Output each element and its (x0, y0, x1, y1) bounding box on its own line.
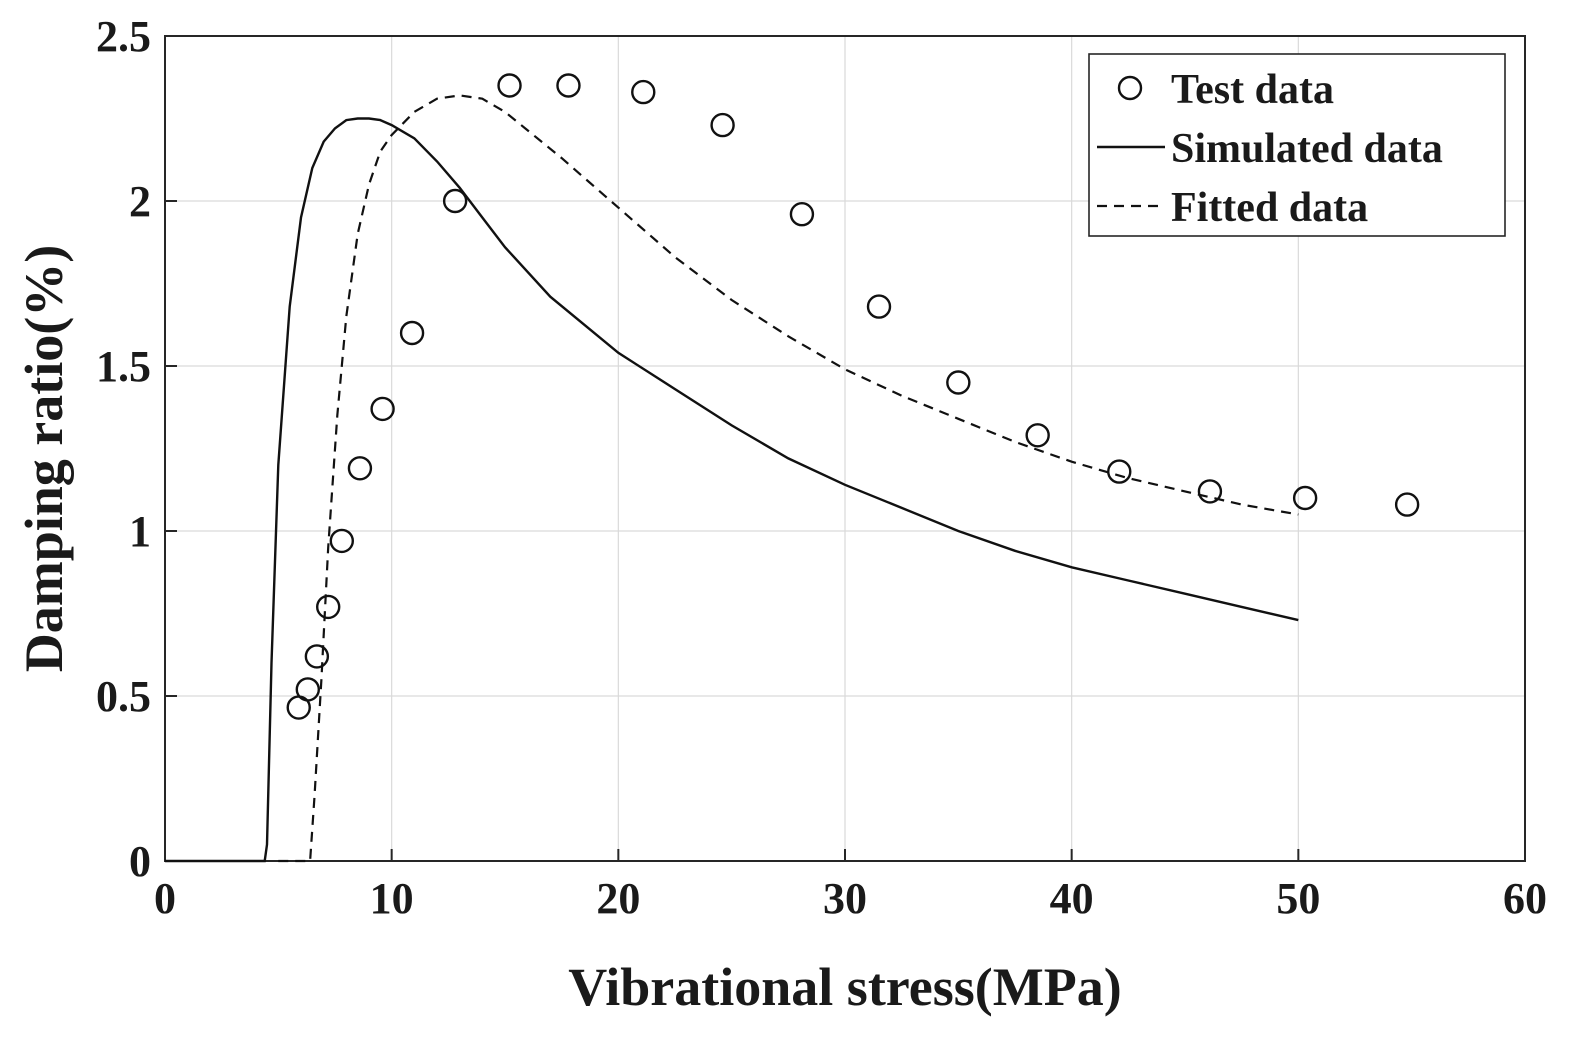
test-data-point (1197, 479, 1223, 504)
legend: Test data Simulated data Fitted data (1088, 53, 1506, 237)
x-tick-label: 50 (1276, 874, 1320, 923)
test-data-point (1025, 423, 1050, 448)
test-data-point (710, 112, 735, 138)
legend-label: Simulated data (1171, 126, 1443, 172)
test-data-point (1394, 492, 1420, 517)
axes (164, 35, 1526, 862)
legend-label: Fitted data (1171, 185, 1368, 231)
y-tick-label: 0.5 (96, 672, 151, 721)
x-tick-label: 20 (596, 874, 640, 923)
y-tick-label: 1 (129, 507, 151, 556)
test-data-point (789, 201, 815, 227)
x-tick-label: 40 (1050, 874, 1094, 923)
test-data-point (370, 396, 395, 422)
test-data-point (442, 188, 468, 214)
legend-label: Test data (1171, 67, 1334, 113)
fitted-data-line (278, 94, 1299, 863)
test-data-point (866, 294, 892, 319)
test-data-point (347, 456, 373, 481)
test-data-point (946, 370, 971, 395)
x-tick-label: 10 (370, 874, 414, 923)
x-tick-label: 30 (823, 874, 867, 923)
test-data-point (399, 320, 425, 346)
simulated-data-line (165, 117, 1299, 863)
test-data-point (316, 594, 341, 620)
y-axis-label: Damping ratio(%) (14, 245, 74, 672)
x-axis-label: Vibrational stress(MPa) (568, 957, 1121, 1017)
test-data-point (1292, 485, 1318, 511)
test-data-point (329, 528, 354, 554)
test-data-point (497, 73, 522, 98)
series (165, 73, 1420, 863)
legend-marker-test-data (1117, 75, 1143, 101)
y-tick-label: 2 (129, 177, 151, 226)
plot-frame (164, 35, 1526, 862)
legend-box (1088, 53, 1506, 237)
x-tick-label: 0 (154, 874, 176, 923)
x-tick-label: 60 (1503, 874, 1547, 923)
test-data-point (631, 79, 656, 105)
test-data-point (556, 73, 581, 98)
y-tick-label: 0 (129, 837, 151, 886)
y-tick-label: 2.5 (96, 12, 151, 61)
tick-labels: 0 10 20 30 40 50 60 0 0.5 1 1.5 2 2.5 (96, 12, 1547, 923)
y-tick-label: 1.5 (96, 342, 151, 391)
test-data-point (295, 677, 320, 702)
test-data-point (1107, 459, 1132, 484)
test-data-point (304, 644, 330, 669)
